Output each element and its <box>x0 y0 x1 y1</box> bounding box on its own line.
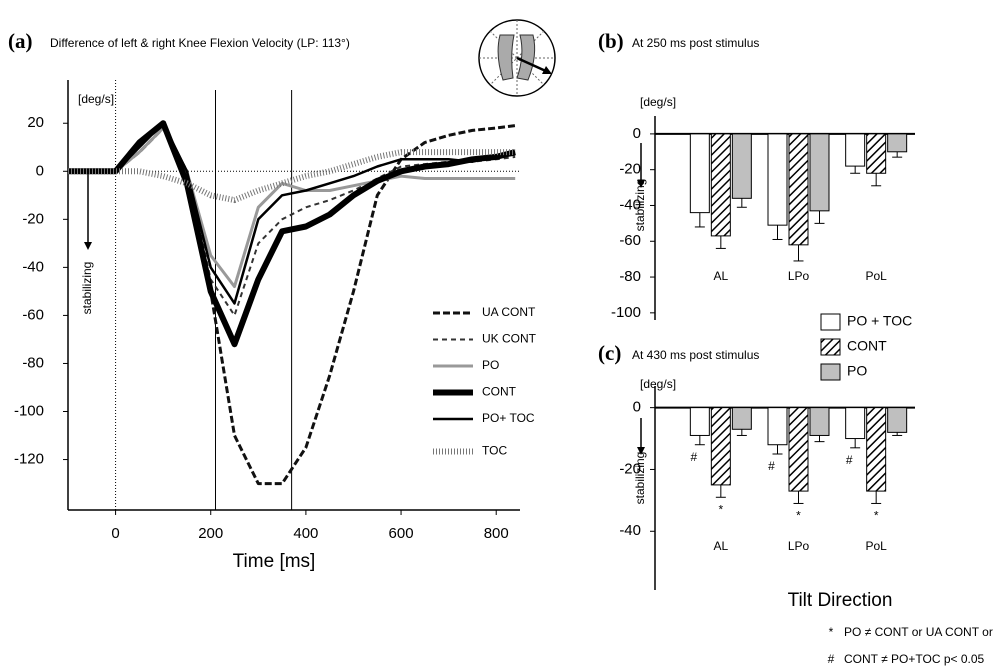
chart-title: At 430 ms post stimulus <box>632 348 759 362</box>
significance-marker: * <box>796 509 801 523</box>
y-tick-label: -20 <box>619 161 641 178</box>
significance-marker: # <box>690 450 697 464</box>
category-label: LPo <box>788 539 810 553</box>
bar <box>689 133 710 214</box>
x-tick-label: 0 <box>111 525 119 542</box>
bar <box>710 407 731 486</box>
y-tick-label: 0 <box>633 399 641 416</box>
significance-marker: # <box>846 453 853 467</box>
legend-label: PO + TOC <box>847 313 912 329</box>
x-tick-label: 800 <box>484 525 509 542</box>
y-tick-label: 0 <box>36 162 44 179</box>
bar <box>731 407 752 430</box>
bar <box>809 407 830 436</box>
legend-label: TOC <box>482 444 507 458</box>
y-tick-label: -60 <box>619 232 641 249</box>
footnote-text: CONT ≠ PO+TOC p< 0.05 <box>844 652 985 666</box>
category-label: LPo <box>788 269 810 283</box>
annotation: stabilizing <box>633 452 647 505</box>
legend-swatch <box>820 363 841 381</box>
panel-label: (b) <box>598 29 624 53</box>
y-tick-label: -40 <box>22 258 44 275</box>
legend-label: UK CONT <box>482 332 537 346</box>
x-axis-label: Tilt Direction <box>788 590 893 611</box>
legend-label: CONT <box>847 338 887 354</box>
category-label: AL <box>713 269 728 283</box>
line-series <box>68 149 516 204</box>
bar <box>788 407 809 492</box>
x-tick-label: 400 <box>293 525 318 542</box>
y-tick-label: -80 <box>619 268 641 285</box>
y-tick-label: -80 <box>22 354 44 371</box>
significance-marker: # <box>768 459 775 473</box>
arrow-head <box>637 180 645 188</box>
y-tick-label: -120 <box>14 451 44 468</box>
y-tick-label: 0 <box>633 125 641 142</box>
arrow-head <box>84 242 92 250</box>
bar <box>731 133 752 199</box>
footnote-symbol: # <box>828 652 835 666</box>
annotation: stabilizing <box>633 179 647 232</box>
y-tick-label: -20 <box>619 460 641 477</box>
y-tick-label: -100 <box>611 304 641 321</box>
significance-marker: * <box>718 502 723 516</box>
category-label: AL <box>713 539 728 553</box>
bar <box>809 133 830 212</box>
y-unit: [deg/s] <box>78 92 114 106</box>
y-tick-label: -60 <box>22 306 44 323</box>
bar <box>866 133 887 174</box>
y-unit: [deg/s] <box>640 377 676 391</box>
category-label: PoL <box>865 269 887 283</box>
y-tick-label: 20 <box>27 114 44 131</box>
bar <box>710 133 731 237</box>
bar <box>788 133 809 246</box>
bar <box>689 407 710 436</box>
bar <box>866 407 887 492</box>
bar <box>767 133 788 226</box>
y-tick-label: -40 <box>619 196 641 213</box>
bar <box>845 407 866 440</box>
panel-label: (c) <box>598 341 621 365</box>
bar <box>767 407 788 446</box>
bar <box>845 133 866 167</box>
y-tick-label: -40 <box>619 522 641 539</box>
x-tick-label: 600 <box>389 525 414 542</box>
x-axis-label: Time [ms] <box>233 551 316 572</box>
arrow-head <box>637 447 645 455</box>
significance-marker: * <box>874 509 879 523</box>
chart-title: At 250 ms post stimulus <box>632 36 759 50</box>
legend-label: PO+ TOC <box>482 411 535 425</box>
legend-swatch <box>820 338 841 356</box>
bar <box>887 407 908 433</box>
legend-label: PO <box>847 363 867 379</box>
legend-label: PO <box>482 358 499 372</box>
legend-label: UA CONT <box>482 305 536 319</box>
line-series <box>68 126 516 289</box>
chart-title: Difference of left & right Knee Flexion … <box>50 36 350 50</box>
legend-swatch <box>820 313 841 331</box>
tilt-icon <box>478 19 556 97</box>
y-tick-label: -20 <box>22 210 44 227</box>
y-unit: [deg/s] <box>640 95 676 109</box>
panel-label: (a) <box>8 29 33 53</box>
line-series <box>68 121 516 305</box>
annotation: stabilizing <box>80 262 94 315</box>
footnote-text: PO ≠ CONT or UA CONT or UK CONT p< 0.05 <box>844 625 993 639</box>
legend-label: CONT <box>482 385 517 399</box>
y-tick-label: -100 <box>14 402 44 419</box>
category-label: PoL <box>865 539 887 553</box>
bar <box>887 133 908 153</box>
line-series <box>68 120 516 348</box>
x-tick-label: 200 <box>198 525 223 542</box>
footnote-symbol: * <box>829 625 834 639</box>
